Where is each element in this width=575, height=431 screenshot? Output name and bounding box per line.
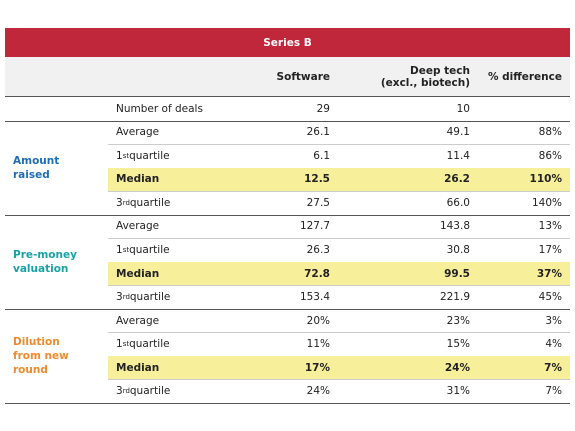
cell-value: 140%: [531, 196, 562, 209]
row-label: Average: [116, 126, 160, 139]
rule: [5, 214, 570, 216]
row-label: Median: [116, 361, 160, 374]
column-header-row: [5, 57, 570, 97]
row-label: Average: [116, 314, 160, 327]
rule: [108, 238, 570, 240]
cell-value: 110%: [529, 173, 562, 186]
column-header: % difference: [487, 71, 562, 83]
group-label: Pre-money valuation: [13, 248, 77, 275]
cell-value: 45%: [538, 291, 562, 304]
cell-value: 221.9: [439, 291, 470, 304]
rule: [108, 191, 570, 193]
row-label: Average: [116, 220, 160, 233]
highlight-row: [108, 261, 570, 286]
cell-value: 86%: [538, 149, 562, 162]
cell-value: 24%: [306, 385, 330, 398]
cell-value: 27.5: [306, 196, 330, 209]
cell-value: 31%: [446, 385, 470, 398]
row-label: Median: [116, 267, 160, 280]
cell-value: 37%: [536, 267, 562, 280]
group-label: Amount raised: [13, 154, 60, 181]
rule: [5, 308, 570, 310]
cell-value: 143.8: [439, 220, 470, 233]
cell-value: 26.2: [444, 173, 470, 186]
cell-value: 15%: [446, 338, 470, 351]
rule: [108, 332, 570, 334]
cell-value: 127.7: [299, 220, 330, 233]
cell-value: 26.3: [306, 244, 330, 256]
cell-value: 20%: [306, 314, 330, 327]
column-header: Deep tech (excl., biotech): [380, 65, 470, 89]
rule: [5, 120, 570, 122]
cell-value: 72.8: [304, 267, 330, 280]
cell-value: 17%: [538, 244, 562, 256]
cell-value: 11%: [306, 338, 330, 351]
highlight-row: [108, 167, 570, 192]
group-label: Dilution from new round: [13, 335, 69, 376]
cell-value: 13%: [538, 220, 562, 233]
cell-value: 23%: [446, 314, 470, 327]
highlight-row: [108, 355, 570, 380]
cell-value: 10: [456, 102, 470, 115]
cell-value: 3%: [545, 314, 562, 327]
cell-value: [478, 97, 570, 121]
rule: [108, 379, 570, 381]
cell-value: 26.1: [306, 126, 330, 139]
column-header: Software: [276, 71, 330, 83]
cell-value: 29: [316, 102, 330, 115]
cell-value: 88%: [538, 126, 562, 139]
rule: [108, 144, 570, 146]
cell-value: 11.4: [446, 149, 470, 162]
cell-value: 66.0: [446, 196, 470, 209]
rule: [108, 285, 570, 287]
cell-value: 49.1: [446, 126, 470, 139]
rule: [5, 403, 570, 405]
cell-value: 4%: [545, 338, 562, 351]
rule: [5, 96, 570, 97]
cell-value: 7%: [544, 361, 562, 374]
cell-value: 12.5: [304, 173, 330, 186]
cell-value: 17%: [304, 361, 330, 374]
cell-value: 7%: [545, 385, 562, 398]
row-label: Number of deals: [116, 102, 203, 115]
cell-value: 99.5: [444, 267, 470, 280]
row-label: Median: [116, 173, 160, 186]
cell-value: 6.1: [313, 149, 330, 162]
cell-value: 30.8: [446, 244, 470, 256]
cell-value: 153.4: [299, 291, 330, 304]
cell-value: 24%: [444, 361, 470, 374]
header-bar: Series B: [5, 28, 570, 57]
